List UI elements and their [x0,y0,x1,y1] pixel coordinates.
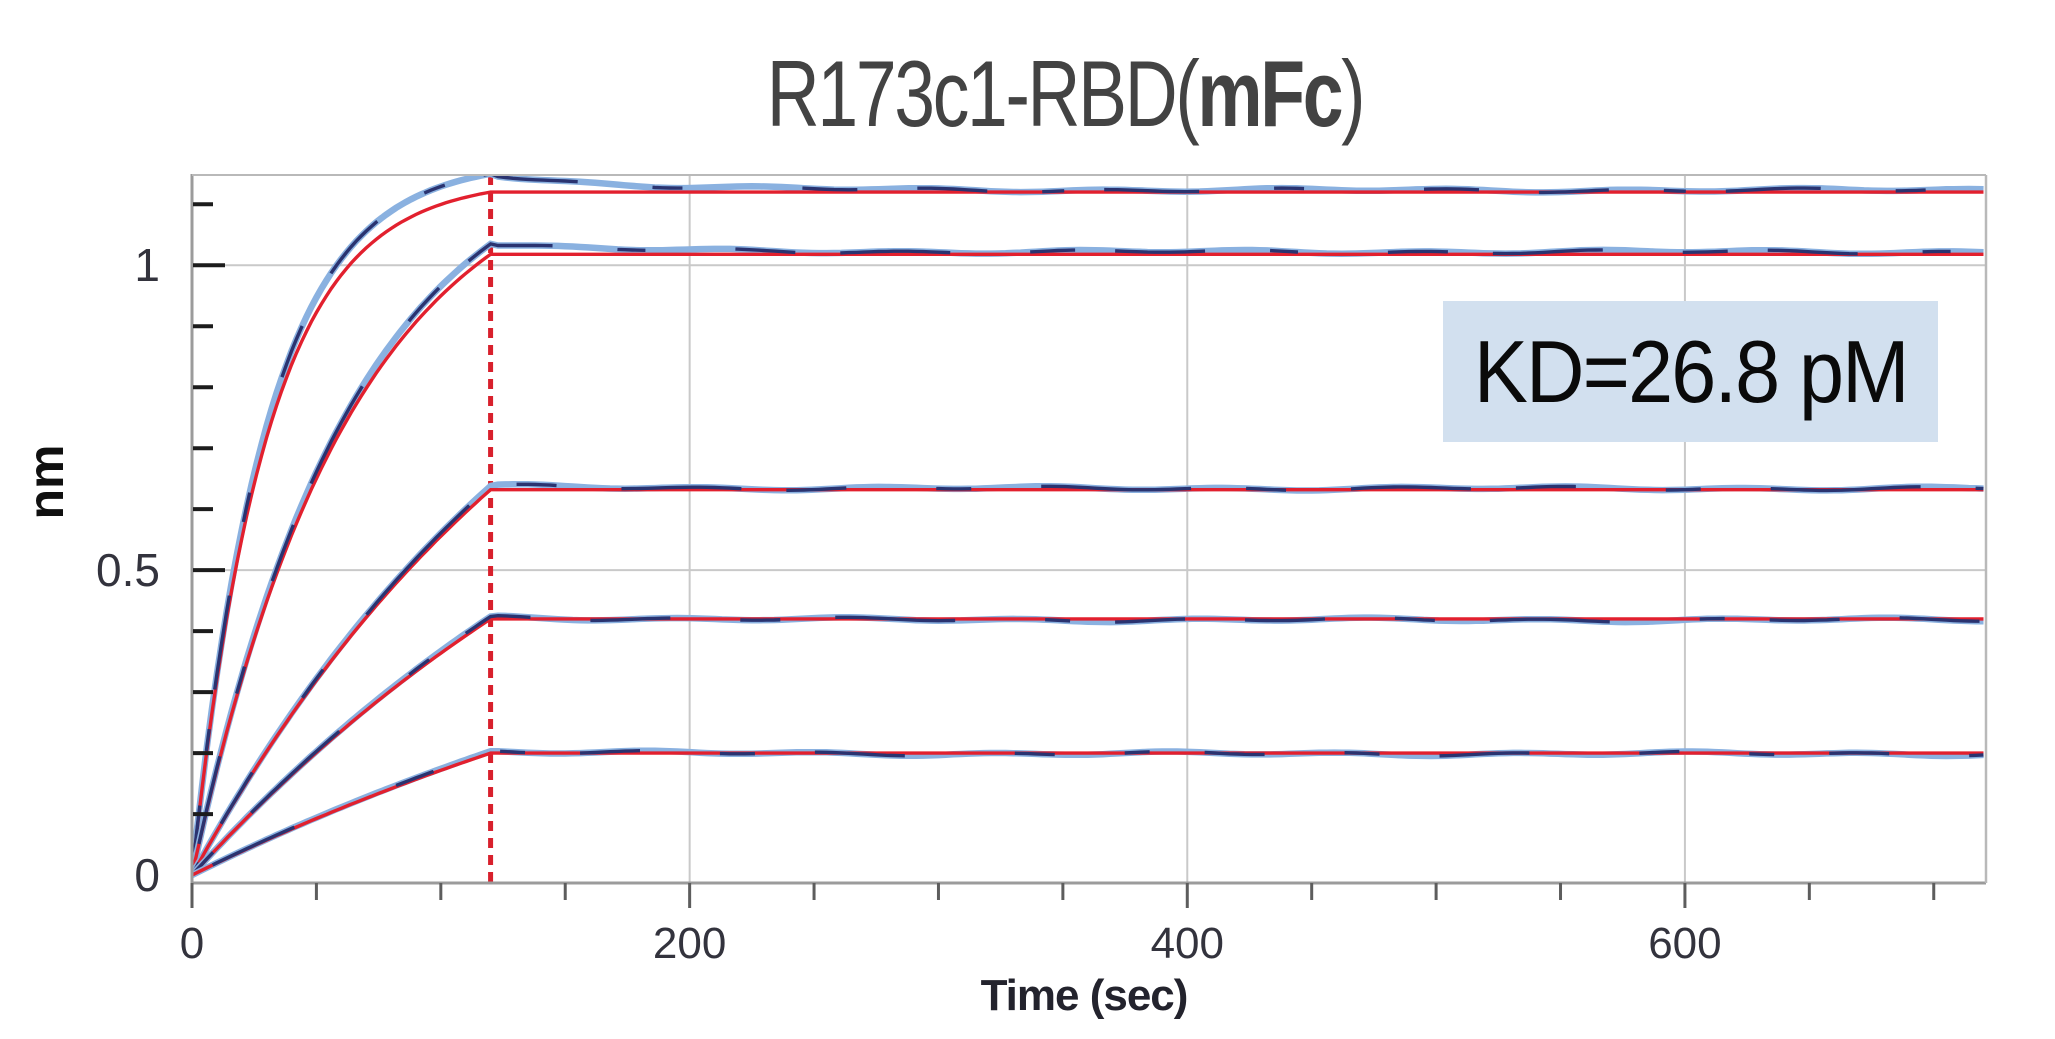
x-axis-title: Time (sec) [980,971,1189,1020]
x-axis-tick-label-200: 200 [652,919,727,968]
y-axis-tick-label-0: 0 [134,849,160,902]
fit-line-conc-3 [192,488,1984,876]
fit-line-conc-2 [192,252,1984,876]
chart-title-bold: mFc [1197,41,1343,146]
kd-annotation: KD=26.8 pM [1443,301,1938,442]
chart-title-post: ) [1341,41,1365,146]
chart-title-pre: R173c1-RBD( [766,41,1200,146]
y-axis-tick-label-0.5: 0.5 [96,544,160,597]
chart-title: R173c1-RBD(mFc) [683,40,1448,148]
curves-layer [192,175,1984,879]
data-line-dark-conc-5-lowest [192,749,1984,877]
fit-line-conc-1-highest [192,190,1984,876]
chart-title-text: R173c1-RBD(mFc) [766,40,1366,148]
kd-annotation-label: KD=26.8 pM [1473,321,1910,421]
fit-line-conc-4 [192,617,1984,877]
data-line-dark-conc-3 [192,482,1984,876]
x-axis-tick-label-400: 400 [1150,919,1224,968]
x-axis-tick-label-600: 600 [1648,919,1722,968]
y-axis-tick-label-1: 1 [134,239,160,292]
x-axis-tick-label-0: 0 [179,919,205,968]
